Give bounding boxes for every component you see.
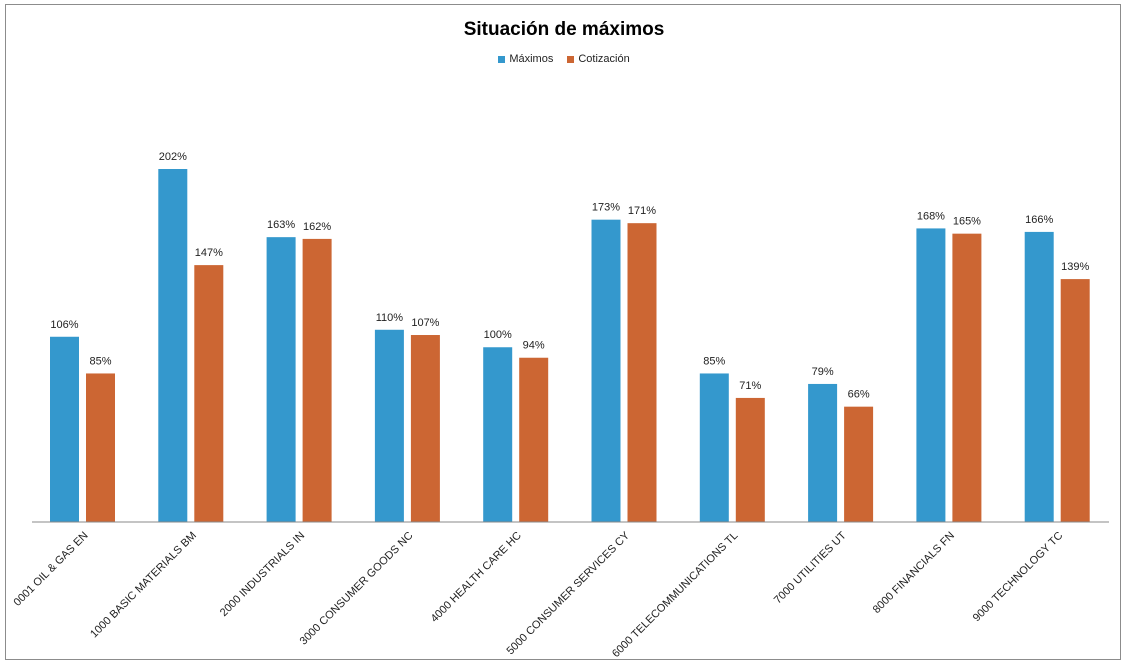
category-label-1: 1000 BASIC MATERIALS BM [88, 530, 199, 641]
data-label-cotizacion-6: 71% [739, 380, 761, 392]
category-label-5: 5000 CONSUMER SERVICES CY [504, 529, 632, 657]
bar-cotizacion-3 [410, 335, 440, 522]
data-label-maximos-5: 173% [592, 202, 620, 214]
data-label-cotizacion-2: 162% [303, 221, 331, 233]
legend-item-maximos: Máximos [498, 53, 553, 65]
category-label-2: 2000 INDUSTRIALS IN [218, 530, 307, 619]
category-label-4: 4000 HEALTH CARE HC [429, 530, 524, 625]
category-label-8: 8000 FINANCIALS FN [871, 530, 957, 616]
bar-maximos-7 [808, 383, 838, 522]
data-label-cotizacion-4: 94% [523, 340, 545, 352]
bar-cotizacion-2 [302, 238, 332, 522]
legend-label-cotizacion: Cotización [578, 53, 630, 65]
data-label-maximos-2: 163% [267, 219, 295, 231]
chart-title: Situación de máximos [463, 19, 665, 40]
category-label-0: 0001 OIL & GAS EN [12, 530, 91, 609]
data-label-maximos-7: 79% [812, 366, 834, 378]
bar-maximos-5 [591, 219, 621, 522]
data-label-maximos-8: 168% [917, 210, 945, 222]
legend-label-maximos: Máximos [509, 53, 554, 65]
bar-cotizacion-8 [952, 233, 982, 522]
data-label-maximos-9: 166% [1025, 214, 1053, 226]
data-label-maximos-6: 85% [703, 355, 725, 367]
bar-maximos-6 [699, 373, 729, 522]
data-label-cotizacion-0: 85% [89, 355, 111, 367]
data-label-cotizacion-8: 165% [953, 216, 981, 228]
bar-cotizacion-9 [1060, 279, 1090, 522]
data-label-cotizacion-7: 66% [848, 389, 870, 401]
data-label-cotizacion-5: 171% [628, 205, 656, 217]
bar-maximos-0 [50, 336, 79, 522]
bar-maximos-9 [1024, 231, 1054, 522]
data-label-maximos-4: 100% [484, 329, 512, 341]
data-label-cotizacion-1: 147% [195, 247, 223, 259]
bar-cotizacion-7 [844, 406, 874, 522]
bar-cotizacion-4 [519, 357, 549, 522]
data-label-maximos-3: 110% [376, 312, 404, 324]
data-label-cotizacion-9: 139% [1061, 261, 1089, 273]
data-label-maximos-1: 202% [159, 151, 187, 163]
bar-maximos-1 [158, 169, 188, 522]
category-label-6: 6000 TELECOMMUNICATIONS TL [610, 530, 740, 660]
category-label-7: 7000 UTILITIES UT [772, 529, 849, 606]
chart-legend: Máximos Cotización [6, 53, 1122, 65]
bar-cotizacion-5 [627, 223, 657, 522]
category-label-3: 3000 CONSUMER GOODS NC [298, 530, 416, 648]
category-label-9: 9000 TECHNOLOGY TC [971, 530, 1066, 625]
legend-swatch-maximos [498, 55, 506, 63]
legend-swatch-cotizacion [567, 55, 575, 63]
bar-cotizacion-1 [194, 265, 224, 522]
data-label-maximos-0: 106% [50, 319, 78, 331]
bar-cotizacion-6 [735, 397, 765, 522]
bar-maximos-2 [266, 237, 296, 522]
legend-item-cotizacion: Cotización [567, 53, 630, 65]
bar-maximos-3 [374, 329, 404, 522]
bar-maximos-8 [916, 228, 946, 523]
bar-cotizacion-0 [86, 373, 115, 522]
data-label-cotizacion-3: 107% [411, 317, 439, 329]
bar-maximos-4 [483, 347, 513, 522]
